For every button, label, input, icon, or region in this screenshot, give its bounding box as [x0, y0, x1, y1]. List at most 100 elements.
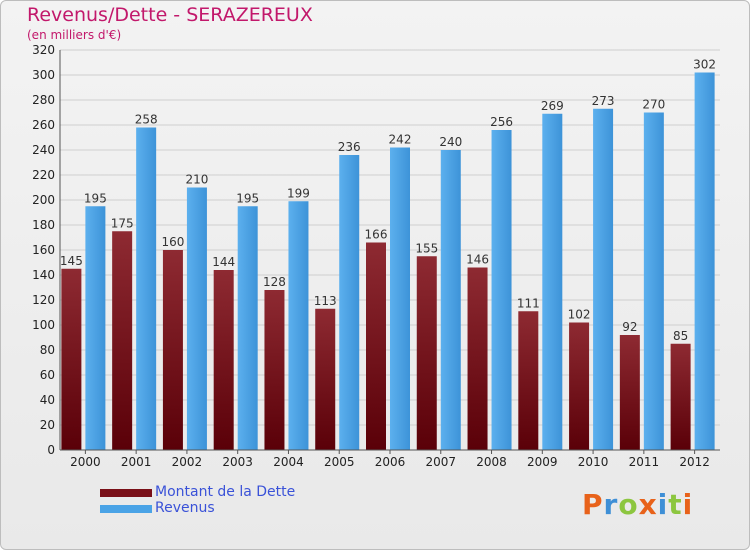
- y-tick-label: 60: [40, 368, 55, 382]
- y-tick-label: 260: [32, 118, 55, 132]
- y-tick-label: 160: [32, 243, 55, 257]
- data-label-revenus: 256: [490, 115, 513, 129]
- bar-dette: [213, 270, 234, 450]
- data-label-dette: 144: [212, 255, 235, 269]
- y-tick-label: 120: [32, 293, 55, 307]
- data-label-revenus: 302: [693, 58, 716, 72]
- data-label-dette: 111: [517, 296, 540, 310]
- chart-subtitle: (en milliers d'€): [27, 28, 122, 42]
- y-tick-label: 0: [47, 443, 55, 457]
- y-tick-label: 140: [32, 268, 55, 282]
- y-tick-label: 40: [40, 393, 55, 407]
- data-label-dette: 145: [60, 254, 83, 268]
- x-tick-label: 2005: [324, 455, 355, 469]
- x-tick-label: 2004: [273, 455, 304, 469]
- data-label-dette: 160: [161, 235, 184, 249]
- bar-revenus: [186, 187, 207, 450]
- data-label-dette: 146: [466, 253, 489, 267]
- logo-letter: P: [582, 488, 604, 521]
- bars: [61, 72, 715, 450]
- bar-dette: [416, 256, 437, 450]
- data-label-dette: 175: [111, 216, 134, 230]
- y-tick-label: 300: [32, 68, 55, 82]
- data-label-dette: 128: [263, 275, 286, 289]
- y-tick-label: 240: [32, 143, 55, 157]
- y-tick-label: 20: [40, 418, 55, 432]
- logo-letter: t: [668, 488, 683, 521]
- y-tick-label: 220: [32, 168, 55, 182]
- x-tick-label: 2008: [476, 455, 507, 469]
- bar-revenus: [643, 112, 664, 450]
- proxiti-logo: Proxiti: [582, 488, 693, 521]
- bar-dette: [518, 311, 539, 450]
- data-label-revenus: 195: [84, 191, 107, 205]
- logo-letter: i: [657, 488, 669, 521]
- bar-revenus: [136, 127, 157, 450]
- bar-dette: [61, 268, 82, 450]
- axes: [59, 50, 720, 451]
- bar-revenus: [85, 206, 106, 450]
- data-label-revenus: 269: [541, 99, 564, 113]
- x-tick-label: 2010: [578, 455, 609, 469]
- data-labels: 145 195 175 258 160 210 144 195 128 199 113 236 166 2…: [60, 58, 716, 343]
- x-tick-label: 2009: [527, 455, 558, 469]
- legend-label-revenus: Revenus: [155, 500, 215, 516]
- data-label-revenus: 270: [642, 98, 665, 112]
- data-label-dette: 155: [415, 241, 438, 255]
- legend-label-dette: Montant de la Dette: [155, 484, 296, 500]
- data-label-dette: 102: [568, 308, 591, 322]
- y-tick-label: 80: [40, 343, 55, 357]
- data-label-revenus: 273: [592, 94, 615, 108]
- bar-revenus: [694, 72, 715, 450]
- data-label-revenus: 210: [185, 173, 208, 187]
- bar-dette: [264, 290, 285, 450]
- bar-revenus: [491, 130, 512, 450]
- data-label-dette: 92: [622, 320, 637, 334]
- x-tick-label: 2001: [121, 455, 152, 469]
- logo-letter: i: [682, 488, 694, 521]
- bar-dette: [619, 335, 640, 450]
- bar-dette: [162, 250, 183, 450]
- bar-dette: [112, 231, 133, 450]
- data-label-revenus: 199: [287, 186, 310, 200]
- bar-revenus: [390, 147, 410, 450]
- y-tick-label: 200: [32, 193, 55, 207]
- y-tick-label: 280: [32, 93, 55, 107]
- data-label-revenus: 195: [236, 191, 259, 205]
- logo-letter: x: [638, 488, 658, 521]
- bar-revenus: [237, 206, 258, 450]
- bar-dette: [467, 267, 488, 450]
- y-tick-label: 100: [32, 318, 55, 332]
- data-label-revenus: 242: [389, 133, 412, 147]
- data-label-dette: 85: [673, 329, 688, 343]
- logo-letter: o: [618, 488, 639, 521]
- y-axis-ticks: 0 20 40 60 80 100 120 140 160 180 200 220 240 260 280 3…: [32, 43, 55, 457]
- legend-swatch-dette: [100, 489, 152, 497]
- x-axis-ticks: 2000 2001 2002 2003 2004 2005 2006 2007 2008 2009…: [70, 450, 710, 469]
- bar-dette: [670, 343, 691, 450]
- bar-revenus: [593, 108, 614, 450]
- chart-title: Revenus/Dette - SERAZEREUX: [27, 4, 313, 26]
- x-tick-label: 2007: [425, 455, 456, 469]
- x-tick-label: 2003: [222, 455, 253, 469]
- y-tick-label: 320: [32, 43, 55, 57]
- x-tick-label: 2011: [629, 455, 660, 469]
- x-tick-label: 2000: [70, 455, 101, 469]
- bar-dette: [366, 242, 386, 450]
- bar-dette: [569, 322, 590, 450]
- bar-chart: 0 20 40 60 80 100 120 140 160 180 200 220 240 260 280 3…: [32, 43, 720, 469]
- logo-letter: r: [603, 488, 619, 521]
- data-label-revenus: 258: [135, 113, 158, 127]
- bar-revenus: [288, 201, 309, 450]
- x-tick-label: 2006: [375, 455, 406, 469]
- legend-swatch-revenus: [100, 505, 152, 513]
- x-tick-label: 2012: [679, 455, 710, 469]
- data-label-revenus: 240: [439, 135, 462, 149]
- y-tick-label: 180: [32, 218, 55, 232]
- data-label-revenus: 236: [338, 140, 361, 154]
- bar-revenus: [339, 155, 360, 450]
- data-label-dette: 113: [314, 294, 337, 308]
- bar-revenus: [542, 113, 563, 450]
- data-label-dette: 166: [365, 228, 388, 242]
- bar-dette: [315, 308, 336, 450]
